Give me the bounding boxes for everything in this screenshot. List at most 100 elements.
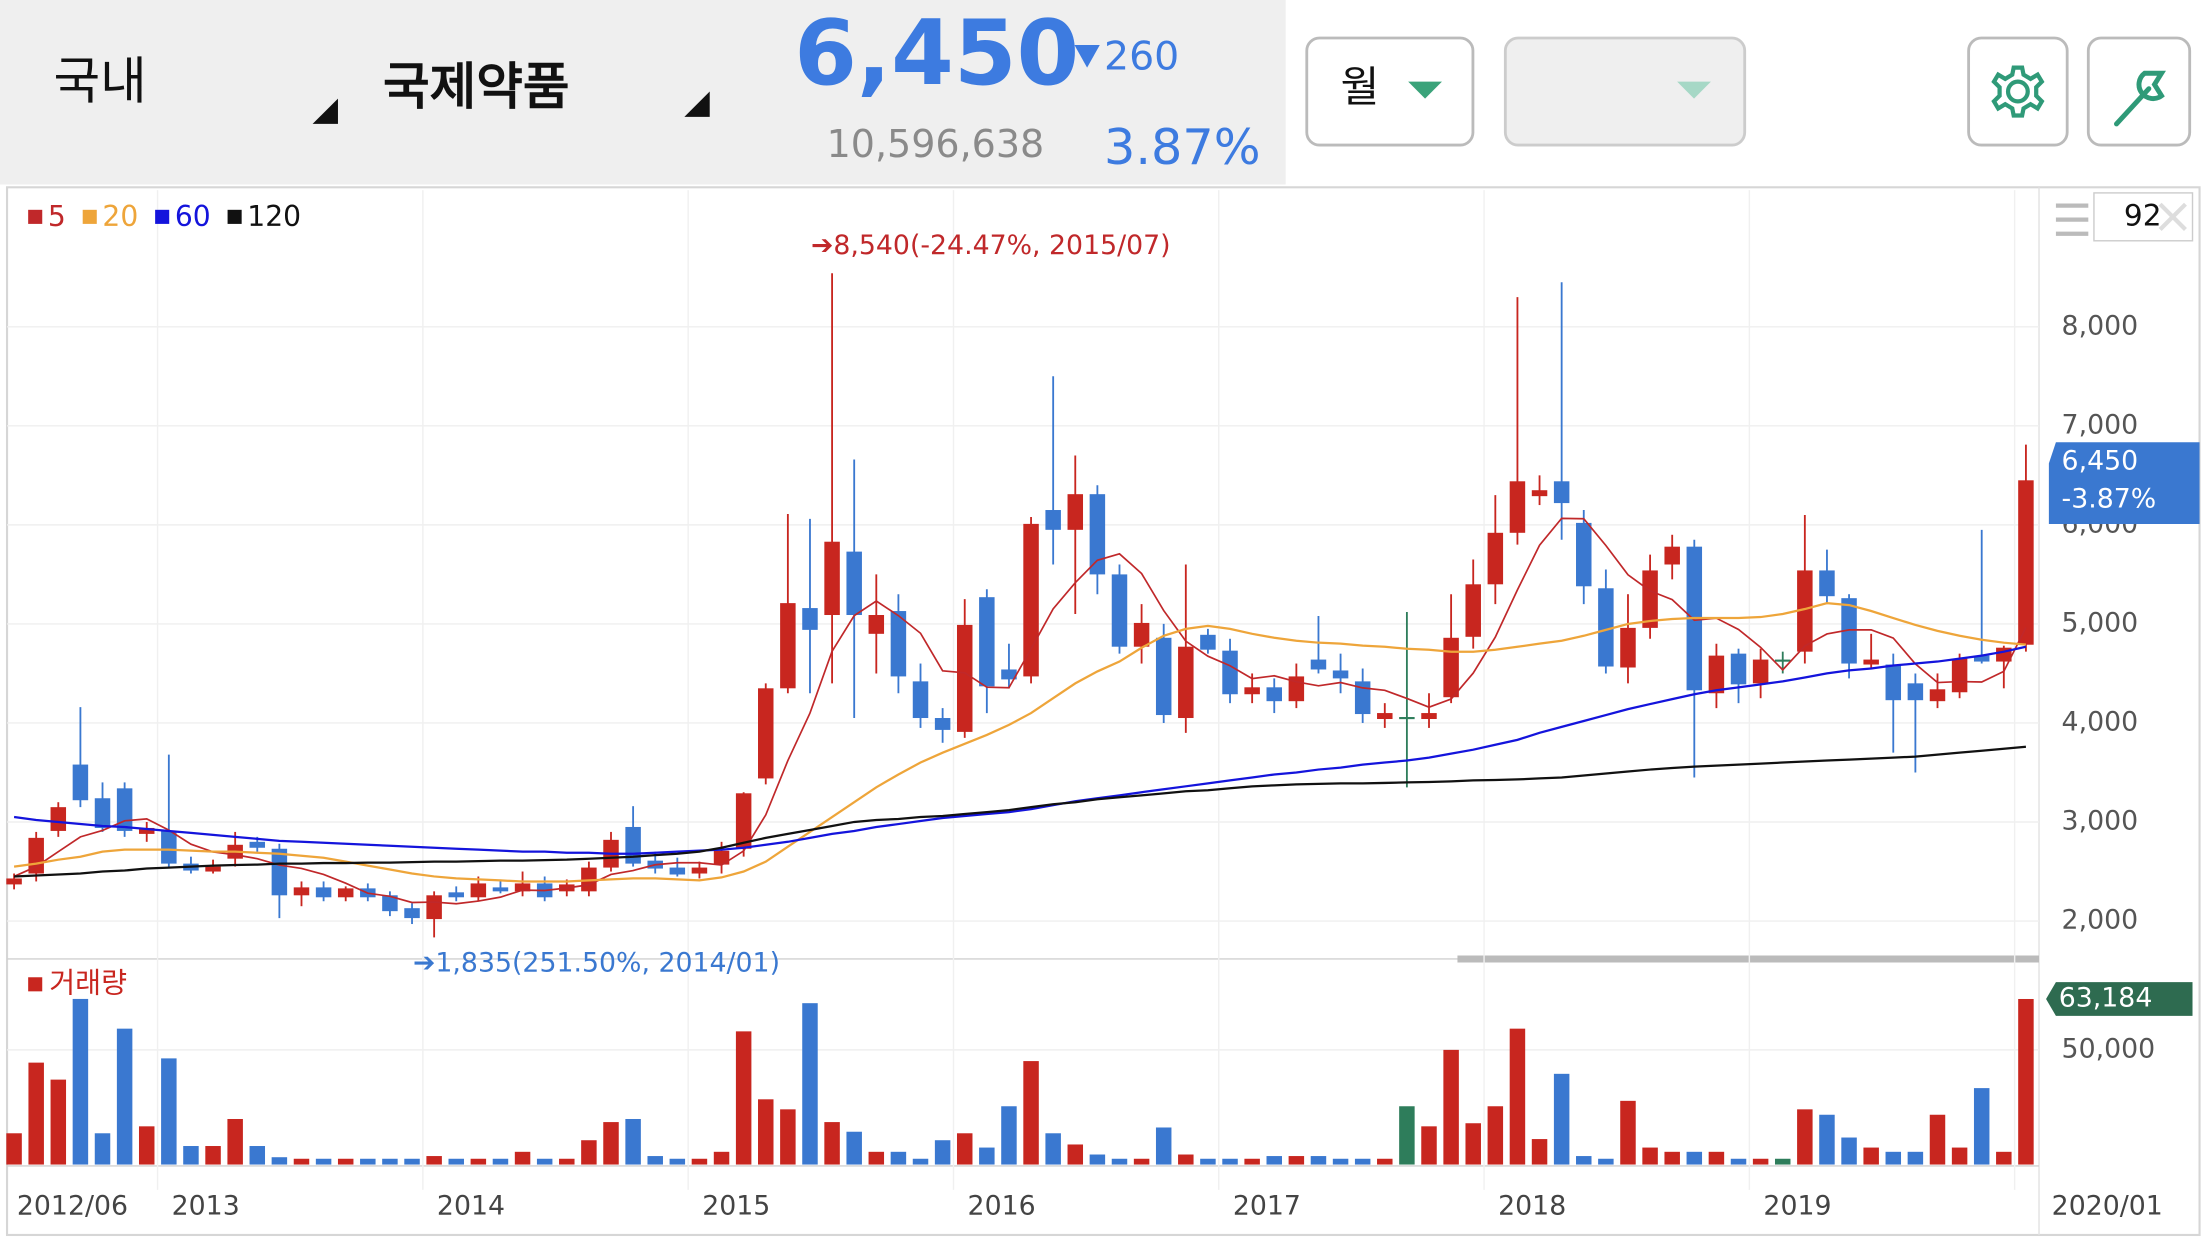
volume-bar [1863,1147,1879,1165]
volume-bar [1642,1147,1658,1165]
volume-bar [2018,998,2034,1165]
candle-body [1841,598,1857,664]
y-tick-label: 7,000 [2062,409,2139,440]
price-change: 260 [1104,34,1179,80]
volume-bar [1509,1028,1526,1165]
candle-body [758,688,774,779]
legend-swatch [28,977,43,992]
candle-body [161,830,177,864]
candle-body [1553,481,1570,504]
candle-body [1244,687,1260,695]
volume-bar [890,1151,907,1165]
candle-body [1354,681,1371,715]
legend-label: 20 [102,200,138,233]
candle-body [1907,683,1924,701]
volume-bar [1885,1151,1902,1165]
close-icon[interactable] [2158,202,2187,232]
volume-bar [603,1122,619,1165]
volume-bar [868,1151,885,1165]
y-tick-label: 4,000 [2062,706,2139,737]
x-tick-label: 2015 [702,1190,770,1221]
candle-body [1377,713,1393,720]
candle-body [1178,646,1194,719]
volume-bar [360,1158,376,1165]
moving-average-line [13,645,2027,855]
volume-bar [802,1003,818,1165]
volume-bar [1222,1158,1238,1165]
candle-body [956,624,973,732]
moving-average-line [14,745,2027,878]
volume-bar [1155,1127,1172,1165]
candle-body [1111,574,1128,647]
candle-body [625,826,641,864]
settings-button[interactable] [1967,36,2069,147]
candle-body [1509,481,1526,533]
candle-body [205,866,221,872]
candle-body [249,841,266,848]
volume-bar [6,1133,22,1165]
volume-bar [337,1158,354,1165]
volume-bar [161,1058,177,1165]
volume-bar [1774,1158,1791,1165]
quote-panel [0,0,1286,185]
candle-body [1973,655,1990,662]
volume-bar [1266,1156,1282,1165]
volume-bar [1686,1151,1703,1165]
option-select[interactable] [1503,36,1747,147]
candle-body [426,895,442,920]
period-select[interactable] [1305,36,1475,147]
candle-body [1045,510,1061,530]
menu-icon[interactable] [2055,203,2089,236]
volume-bar [94,1133,111,1165]
candle-body [271,848,288,896]
candle-body [1465,584,1481,637]
legend-swatch [82,209,97,224]
volume-bar [536,1158,553,1165]
volume-bar [1045,1133,1061,1165]
last-price-tag [2048,442,2200,524]
candle-body [1885,664,1902,701]
volume-bar [1951,1147,1968,1165]
candle-body [293,887,310,896]
volume-bar [315,1158,332,1165]
stock-name[interactable]: 국제약품 [383,57,570,116]
volume-bar [205,1146,221,1165]
candle-body [1951,658,1968,693]
candle-body [116,788,133,831]
candle-body [1266,687,1282,702]
gear-icon [1991,65,2045,118]
volume-bar [1708,1151,1725,1165]
volume-bar [1354,1158,1371,1165]
candle-body [713,850,730,865]
volume-bar [713,1151,730,1165]
volume-bar [1023,1061,1039,1165]
candle-body [979,597,995,687]
market-select[interactable]: 국내 [54,51,147,110]
legend-label: 거래량 [49,966,127,999]
volume-bar [691,1158,708,1165]
candle-body [1399,717,1415,720]
volume-bar [72,998,89,1165]
annotation: ➔8,540(-24.47%, 2015/07) [811,230,1171,261]
volume-bar [470,1158,487,1165]
volume-bar [1421,1126,1437,1165]
change-rate: 3.87% [1104,118,1261,176]
candle-body [315,887,332,898]
candle-body [1222,650,1238,695]
volume-bar [1244,1158,1260,1165]
volume-bar [183,1146,199,1165]
volume-bar [912,1158,929,1165]
volume-bar [1797,1109,1813,1165]
candle-body [1443,637,1459,698]
count-box[interactable] [2093,192,2194,242]
candle-body [1620,627,1636,668]
candle-body [868,615,885,634]
volume-bar [448,1158,464,1165]
last-price-change: -3.87% [2062,484,2157,515]
candle-body [1929,689,1946,702]
candle-body [1819,570,1835,597]
candle-body [1730,653,1747,685]
candle-body [382,895,398,912]
candle-body [1752,659,1769,684]
